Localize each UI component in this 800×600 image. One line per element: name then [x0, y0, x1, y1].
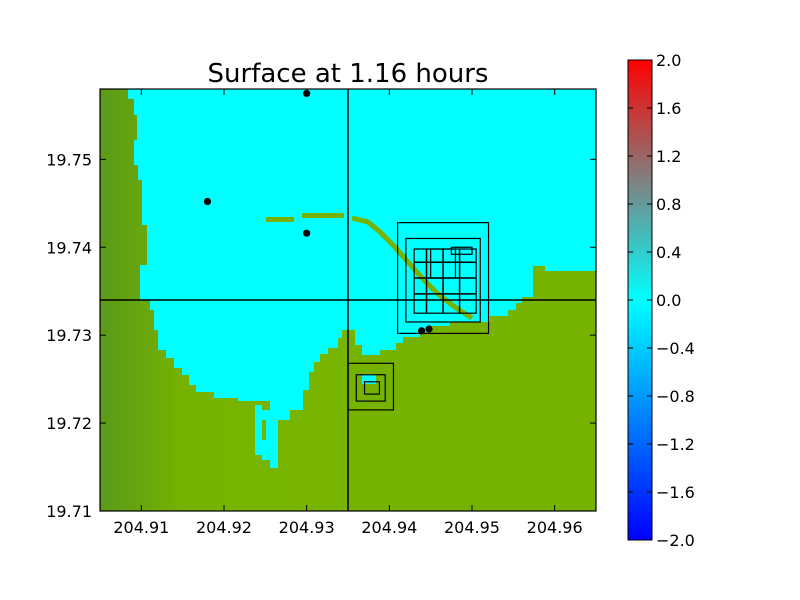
land-channel-west [255, 405, 262, 455]
amr-region-box [450, 246, 473, 255]
reef-bar-1 [266, 217, 294, 222]
island-small [362, 374, 376, 384]
land-east [348, 266, 596, 511]
amr-region-box [355, 374, 386, 402]
x-tick-label: 204.96 [527, 518, 583, 537]
gauge-point [417, 327, 426, 335]
chart-title: Surface at 1.16 hours [208, 59, 489, 89]
y-tick-label: 19.72 [46, 414, 92, 433]
gauge-point [425, 325, 433, 333]
x-tick-label: 204.94 [361, 518, 417, 537]
y-tick-label: 19.74 [46, 238, 92, 257]
colorbar-tick-label: −1.2 [656, 435, 695, 454]
x-tick-label: 204.93 [279, 518, 335, 537]
x-tick-label: 204.91 [113, 518, 169, 537]
reef-diagonal [351, 215, 474, 321]
plot-frame [99, 88, 597, 512]
y-tick-label: 19.73 [46, 326, 92, 345]
colorbar-tick-label: −0.8 [656, 387, 695, 406]
gauge-point [303, 229, 311, 237]
colorbar-tick-label: 0.4 [656, 243, 681, 262]
colorbar-tick-label: 0.8 [656, 195, 681, 214]
colorbar-tick-label: 1.6 [656, 99, 681, 118]
colorbar-tick-label: −1.6 [656, 483, 695, 502]
y-tick-label: 19.71 [46, 502, 92, 521]
y-tick-label: 19.75 [46, 150, 92, 169]
gauge-point [203, 197, 212, 206]
colorbar-tick-label: 1.2 [656, 147, 681, 166]
colorbar-tick-label: 0.0 [656, 291, 681, 310]
colorbar-tick-label: −2.0 [656, 531, 695, 550]
x-tick-label: 204.92 [196, 518, 252, 537]
reef-bar-2 [302, 213, 344, 218]
colorbar-tick-label: −0.4 [656, 339, 695, 358]
x-tick-label: 204.95 [444, 518, 500, 537]
land-west [100, 89, 348, 511]
x-axis: 204.91 204.92 204.93 204.94 204.95 204.96 [113, 89, 583, 537]
amr-region-box [363, 381, 381, 395]
y-axis: 19.71 19.72 19.73 19.74 19.75 [46, 150, 596, 521]
overlay-layer [100, 89, 596, 511]
amr-region-box [405, 237, 481, 323]
colorbar-axis: 2.0 1.6 1.2 0.8 0.4 0.0 −0.4 −0.8 −1.2 −1.6 −2.0 [628, 51, 695, 550]
amr-region-box [397, 222, 490, 335]
colorbar-tick-label: 2.0 [656, 51, 681, 70]
